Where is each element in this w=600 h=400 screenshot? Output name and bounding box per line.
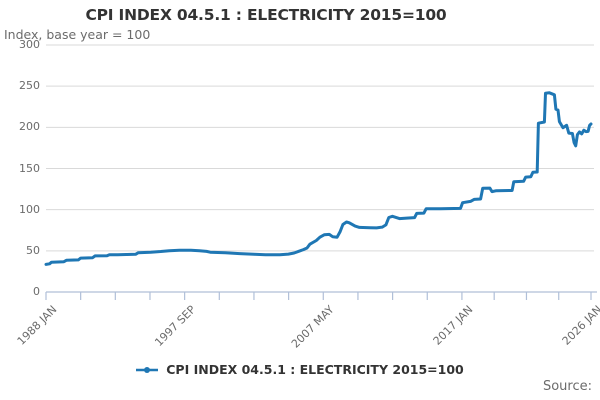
chart-subtitle: Index, base year = 100 bbox=[4, 27, 151, 42]
y-axis-tick-label: 100 bbox=[19, 202, 40, 216]
line-dot-icon bbox=[136, 366, 159, 373]
y-axis-tick-label: 0 bbox=[33, 285, 40, 298]
y-axis-tick-label: 50 bbox=[26, 243, 40, 257]
series-line bbox=[44, 91, 593, 266]
chart-title: CPI INDEX 04.5.1 : ELECTRICITY 2015=100 bbox=[85, 6, 447, 24]
y-axis-tick-label: 250 bbox=[19, 79, 40, 93]
legend-series-label: CPI INDEX 04.5.1 : ELECTRICITY 2015=100 bbox=[166, 362, 464, 377]
source-label: Source: bbox=[542, 379, 592, 394]
y-axis-tick-label: 150 bbox=[19, 161, 40, 175]
legend: CPI INDEX 04.5.1 : ELECTRICITY 2015=100 bbox=[0, 362, 600, 377]
y-axis-tick-label: 200 bbox=[19, 120, 40, 134]
y-axis-tick-label: 300 bbox=[19, 38, 40, 51]
